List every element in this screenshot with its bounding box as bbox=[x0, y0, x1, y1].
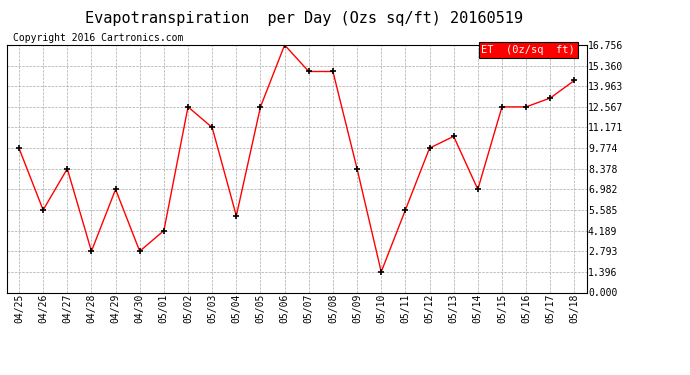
Point bbox=[158, 228, 169, 234]
Point bbox=[134, 248, 145, 254]
Text: Copyright 2016 Cartronics.com: Copyright 2016 Cartronics.com bbox=[12, 33, 183, 42]
Point bbox=[279, 42, 290, 48]
Point bbox=[400, 207, 411, 213]
Point bbox=[448, 134, 460, 140]
Point bbox=[230, 213, 241, 219]
Point bbox=[328, 69, 339, 75]
Point bbox=[182, 104, 193, 110]
Text: ET  (0z/sq  ft): ET (0z/sq ft) bbox=[481, 45, 575, 55]
Point bbox=[569, 77, 580, 83]
Point bbox=[255, 104, 266, 110]
Point bbox=[207, 124, 218, 130]
Point bbox=[545, 95, 556, 101]
Point bbox=[472, 186, 483, 192]
Point bbox=[351, 166, 363, 172]
Point bbox=[62, 166, 73, 172]
Point bbox=[110, 186, 121, 192]
Point bbox=[424, 145, 435, 151]
Point bbox=[303, 69, 314, 75]
Point bbox=[520, 104, 531, 110]
Point bbox=[14, 145, 25, 151]
Point bbox=[37, 207, 48, 213]
Point bbox=[497, 104, 508, 110]
Point bbox=[86, 248, 97, 254]
Point bbox=[375, 269, 386, 275]
Text: Evapotranspiration  per Day (Ozs sq/ft) 20160519: Evapotranspiration per Day (Ozs sq/ft) 2… bbox=[85, 11, 522, 26]
